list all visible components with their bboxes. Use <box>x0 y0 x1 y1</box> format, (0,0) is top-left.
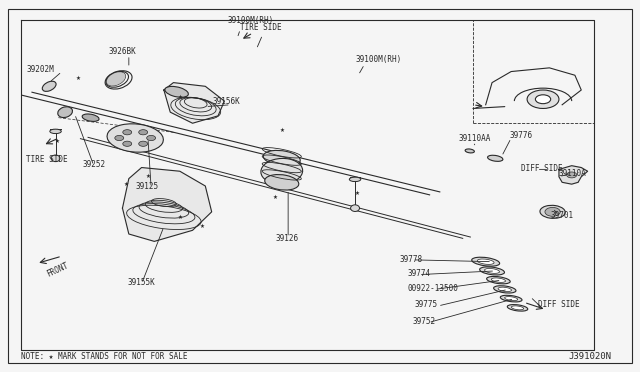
Text: DIFF SIDE: DIFF SIDE <box>521 164 563 173</box>
Text: ★: ★ <box>76 76 80 81</box>
Circle shape <box>536 95 550 104</box>
Text: 00922-13500: 00922-13500 <box>408 284 459 293</box>
Ellipse shape <box>486 276 510 284</box>
Text: DIFF SIDE: DIFF SIDE <box>538 300 580 310</box>
Circle shape <box>139 130 148 135</box>
Ellipse shape <box>351 205 360 211</box>
Circle shape <box>147 135 156 141</box>
Text: NOTE: ★ MARK STANDS FOR NOT FOR SALE: NOTE: ★ MARK STANDS FOR NOT FOR SALE <box>20 352 187 361</box>
Circle shape <box>139 141 148 146</box>
Text: J391020N: J391020N <box>568 352 611 361</box>
Ellipse shape <box>261 158 303 184</box>
Text: 39202M: 39202M <box>27 65 54 74</box>
Text: 39110A: 39110A <box>559 169 587 177</box>
Text: FRONT: FRONT <box>45 261 70 279</box>
Text: 39156K: 39156K <box>213 97 241 106</box>
Text: ★: ★ <box>279 128 284 133</box>
Text: 39126: 39126 <box>275 234 298 243</box>
Polygon shape <box>122 167 212 241</box>
Ellipse shape <box>498 287 511 292</box>
Ellipse shape <box>472 257 500 266</box>
Ellipse shape <box>265 174 299 190</box>
Text: 39125: 39125 <box>135 182 158 191</box>
Text: 39774: 39774 <box>408 269 431 278</box>
Text: 3926BK: 3926BK <box>108 47 136 56</box>
Ellipse shape <box>263 150 300 166</box>
Text: 39252: 39252 <box>83 160 106 169</box>
Ellipse shape <box>484 269 499 273</box>
Ellipse shape <box>500 295 522 302</box>
Text: ★: ★ <box>177 215 182 220</box>
Text: ★: ★ <box>145 174 150 179</box>
Circle shape <box>545 208 560 216</box>
Ellipse shape <box>511 306 524 310</box>
Ellipse shape <box>82 114 99 121</box>
Ellipse shape <box>165 86 188 97</box>
Text: ★: ★ <box>200 224 205 229</box>
Polygon shape <box>559 166 588 184</box>
Ellipse shape <box>42 81 56 92</box>
Text: 39752: 39752 <box>412 317 436 326</box>
Ellipse shape <box>51 155 60 161</box>
Text: 39775: 39775 <box>414 300 437 310</box>
Ellipse shape <box>493 286 516 293</box>
Text: TIRE SIDE: TIRE SIDE <box>241 23 282 32</box>
Text: 39110AA: 39110AA <box>459 134 492 143</box>
Ellipse shape <box>58 107 72 118</box>
Ellipse shape <box>505 296 518 301</box>
Text: 39701: 39701 <box>550 211 574 220</box>
Text: ★: ★ <box>55 139 60 144</box>
Ellipse shape <box>107 124 163 152</box>
Text: 39100M(RH): 39100M(RH) <box>228 16 274 25</box>
Circle shape <box>123 130 132 135</box>
Text: 39776: 39776 <box>510 131 533 140</box>
Text: ★: ★ <box>177 95 182 100</box>
Circle shape <box>115 135 124 141</box>
Circle shape <box>123 141 132 146</box>
Circle shape <box>566 172 577 178</box>
Ellipse shape <box>488 155 503 161</box>
Ellipse shape <box>107 72 125 86</box>
Ellipse shape <box>349 177 361 182</box>
Circle shape <box>527 90 559 109</box>
Text: ★: ★ <box>355 191 360 196</box>
Text: 39155K: 39155K <box>127 278 156 287</box>
Ellipse shape <box>540 205 565 218</box>
Text: 39100M(RH): 39100M(RH) <box>355 55 401 64</box>
Text: ★: ★ <box>124 182 128 187</box>
Ellipse shape <box>477 259 494 264</box>
Text: 39778: 39778 <box>399 254 423 264</box>
Text: ★: ★ <box>273 195 278 199</box>
Polygon shape <box>164 83 225 123</box>
Ellipse shape <box>465 149 474 153</box>
Ellipse shape <box>479 267 504 275</box>
Ellipse shape <box>492 278 506 282</box>
Text: TIRE SIDE: TIRE SIDE <box>26 155 67 164</box>
Ellipse shape <box>50 129 61 134</box>
Ellipse shape <box>508 305 528 311</box>
